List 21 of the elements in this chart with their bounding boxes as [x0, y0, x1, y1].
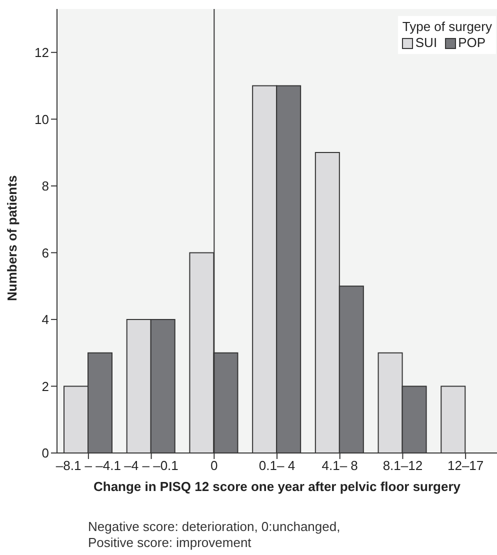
y-tick-label: 4 — [42, 312, 49, 328]
x-axis-title: Change in PISQ 12 score one year after pelvic floor surgery — [92, 479, 462, 494]
x-tick-label: –4 – –0.1 — [124, 458, 178, 474]
y-axis-title: Numbers of patients — [4, 175, 20, 301]
text: Negative score: deterioration, 0:unchanged, — [88, 519, 340, 535]
y-tick-label: 10 — [34, 112, 49, 127]
x-tick-label: 0 — [210, 458, 218, 474]
x-tick-label: 12–17 — [447, 458, 484, 474]
y-tick-label: 2 — [42, 378, 49, 394]
x-tick-label: 0.1– 4 — [258, 458, 296, 474]
legend-label: POP — [457, 35, 486, 51]
x-tick-label: –8.1 – –4.1 — [56, 458, 121, 474]
x-tick-label: 8.1–12 — [382, 458, 423, 474]
text: Positive score: improvement — [88, 535, 252, 551]
legend-label: SUI — [414, 35, 438, 51]
legend-title: Type of surgery — [402, 19, 492, 35]
y-tick-label: 0 — [42, 446, 49, 461]
y-tick-label: 6 — [42, 245, 49, 260]
x-tick-label: 4.1– 8 — [322, 458, 358, 474]
y-tick-label: 12 — [34, 45, 49, 60]
y-tick-label: 8 — [42, 178, 49, 194]
